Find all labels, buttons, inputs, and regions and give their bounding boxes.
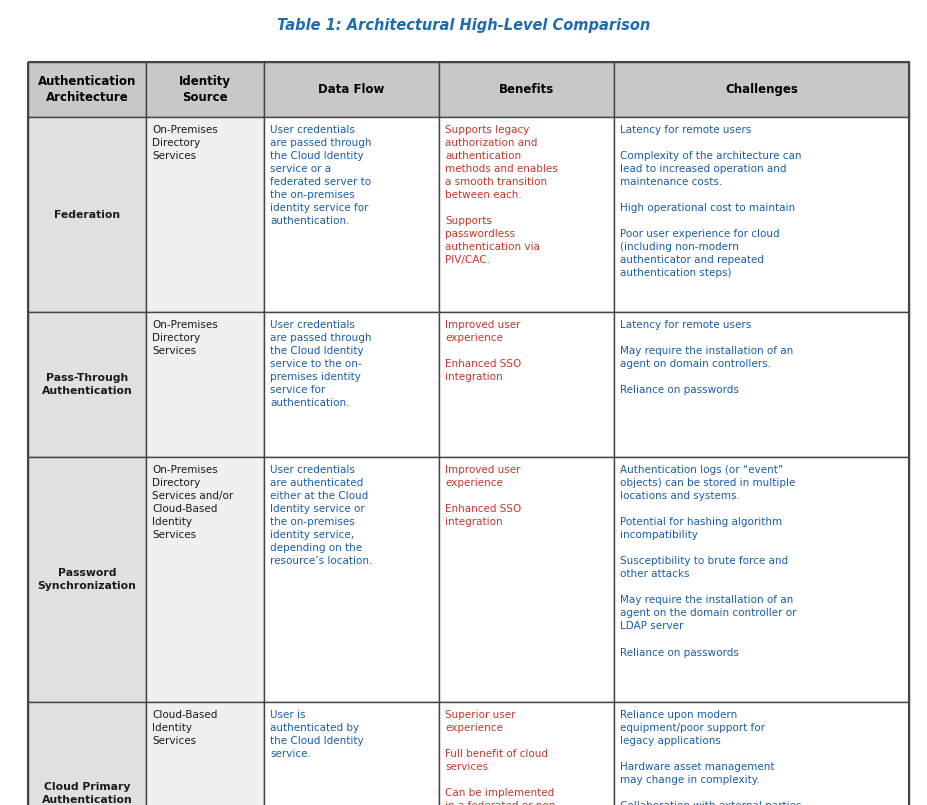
Text: Cloud-Based
Identity
Services: Cloud-Based Identity Services xyxy=(152,710,217,746)
Bar xyxy=(263,62,438,117)
Bar xyxy=(263,702,438,805)
Bar xyxy=(146,117,263,312)
Bar xyxy=(146,702,263,805)
Bar xyxy=(146,457,263,702)
Text: On-Premises
Directory
Services and/or
Cloud-Based
Identity
Services: On-Premises Directory Services and/or Cl… xyxy=(152,465,233,540)
Text: Federation: Federation xyxy=(54,209,120,220)
Text: User credentials
are passed through
the Cloud Identity
service to the on-
premis: User credentials are passed through the … xyxy=(270,320,371,408)
Text: Supports legacy
authorization and
authentication
methods and enables
a smooth tr: Supports legacy authorization and authen… xyxy=(445,125,557,266)
Bar xyxy=(614,117,908,312)
Text: Password
Synchronization: Password Synchronization xyxy=(37,568,136,591)
Text: Cloud Primary
Authentication
(Passwordless): Cloud Primary Authentication (Passwordle… xyxy=(41,782,133,805)
Bar xyxy=(438,702,614,805)
Text: On-Premises
Directory
Services: On-Premises Directory Services xyxy=(152,125,218,161)
Bar xyxy=(28,117,146,312)
Text: Improved user
experience

Enhanced SSO
integration: Improved user experience Enhanced SSO in… xyxy=(445,320,521,382)
Text: Superior user
experience

Full benefit of cloud
services

Can be implemented
in : Superior user experience Full benefit of… xyxy=(445,710,559,805)
Text: Challenges: Challenges xyxy=(724,83,797,96)
Text: Data Flow: Data Flow xyxy=(318,83,385,96)
Text: Authentication
Architecture: Authentication Architecture xyxy=(38,75,136,104)
Text: User credentials
are passed through
the Cloud Identity
service or a
federated se: User credentials are passed through the … xyxy=(270,125,371,226)
Bar xyxy=(614,312,908,457)
Bar xyxy=(263,457,438,702)
Text: Benefits: Benefits xyxy=(499,83,553,96)
Text: User credentials
are authenticated
either at the Cloud
Identity service or
the o: User credentials are authenticated eithe… xyxy=(270,465,372,566)
Bar xyxy=(28,702,146,805)
Text: Authentication logs (or “event”
objects) can be stored in multiple
locations and: Authentication logs (or “event” objects)… xyxy=(619,465,795,658)
Text: User is
authenticated by
the Cloud Identity
service.: User is authenticated by the Cloud Ident… xyxy=(270,710,363,759)
Bar xyxy=(438,457,614,702)
Text: On-Premises
Directory
Services: On-Premises Directory Services xyxy=(152,320,218,356)
Bar xyxy=(263,117,438,312)
Text: Latency for remote users

May require the installation of an
agent on domain con: Latency for remote users May require the… xyxy=(619,320,793,395)
Bar xyxy=(146,312,263,457)
Bar xyxy=(438,117,614,312)
Bar xyxy=(146,62,263,117)
Bar xyxy=(28,312,146,457)
Bar xyxy=(614,62,908,117)
Bar xyxy=(28,62,146,117)
Bar xyxy=(28,457,146,702)
Bar xyxy=(263,312,438,457)
Text: Reliance upon modern
equipment/poor support for
legacy applications

Hardware as: Reliance upon modern equipment/poor supp… xyxy=(619,710,801,805)
Bar xyxy=(614,457,908,702)
Text: Identity
Source: Identity Source xyxy=(179,75,231,104)
Bar xyxy=(438,312,614,457)
Text: Latency for remote users

Complexity of the architecture can
lead to increased o: Latency for remote users Complexity of t… xyxy=(619,125,801,279)
Text: Improved user
experience

Enhanced SSO
integration: Improved user experience Enhanced SSO in… xyxy=(445,465,521,527)
Text: Table 1: Architectural High-Level Comparison: Table 1: Architectural High-Level Compar… xyxy=(277,18,650,33)
Bar xyxy=(614,702,908,805)
Text: Pass-Through
Authentication: Pass-Through Authentication xyxy=(42,373,133,396)
Bar xyxy=(438,62,614,117)
